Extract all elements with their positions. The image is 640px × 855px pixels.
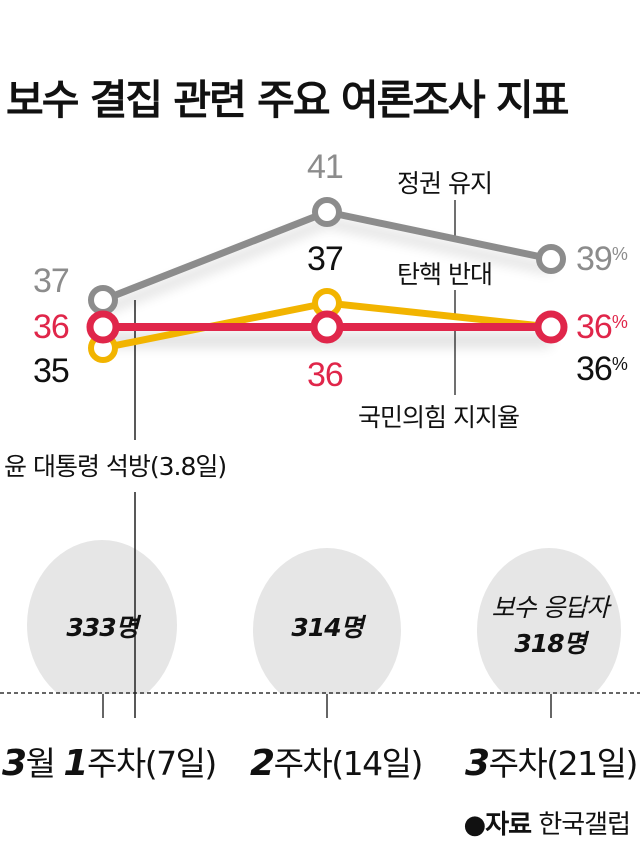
value-gray-w3: 39% <box>576 240 628 278</box>
series-label-oppose-impeachment: 탄핵 반대 <box>397 260 493 289</box>
value-red-w1: 36 <box>33 308 70 346</box>
x-label-w1: 3월 1주차(7일) <box>2 743 217 784</box>
x-label-w2: 2주차(14일) <box>250 743 423 784</box>
sample-size-w2: 314명 <box>291 613 363 642</box>
value-yellow-w1: 35 <box>33 352 70 390</box>
marker-red-3 <box>534 310 568 344</box>
sample-ellipse-w2 <box>253 548 401 712</box>
event-annotation: 윤 대통령 석방(3.8일) <box>2 447 229 483</box>
marker-gray-1 <box>88 285 118 315</box>
value-red-w2: 36 <box>307 356 344 394</box>
value-gray-w2: 41 <box>307 148 344 186</box>
x-label-w3: 3주차(21일) <box>465 743 638 784</box>
marker-red-1 <box>86 310 120 344</box>
marker-gray-2 <box>312 197 342 227</box>
sample-ellipse-w1 <box>27 540 177 710</box>
value-yellow-w2: 37 <box>307 240 344 278</box>
marker-red-2 <box>310 310 344 344</box>
source-credit: ●자료 한국갤럽 <box>463 810 631 840</box>
marker-gray-3 <box>536 244 566 274</box>
value-yellow-w3: 36% <box>576 350 628 388</box>
chart-title: 보수 결집 관련 주요 여론조사 지표 <box>6 76 569 124</box>
sample-size-w3-value: 318명 <box>514 629 586 658</box>
series-label-ppp-support: 국민의힘 지지율 <box>358 403 520 432</box>
value-red-w3: 36% <box>576 308 628 346</box>
value-gray-w1: 37 <box>33 262 70 300</box>
sample-ellipse-w3 <box>477 548 621 712</box>
bullet-icon: ● <box>463 810 487 840</box>
sample-size-w3: 보수 응답자 318명 <box>475 590 625 662</box>
sample-size-w3-prefix: 보수 응답자 <box>491 593 610 622</box>
sample-size-w1: 333명 <box>66 613 138 642</box>
series-label-regime-maintain: 정권 유지 <box>397 169 493 198</box>
